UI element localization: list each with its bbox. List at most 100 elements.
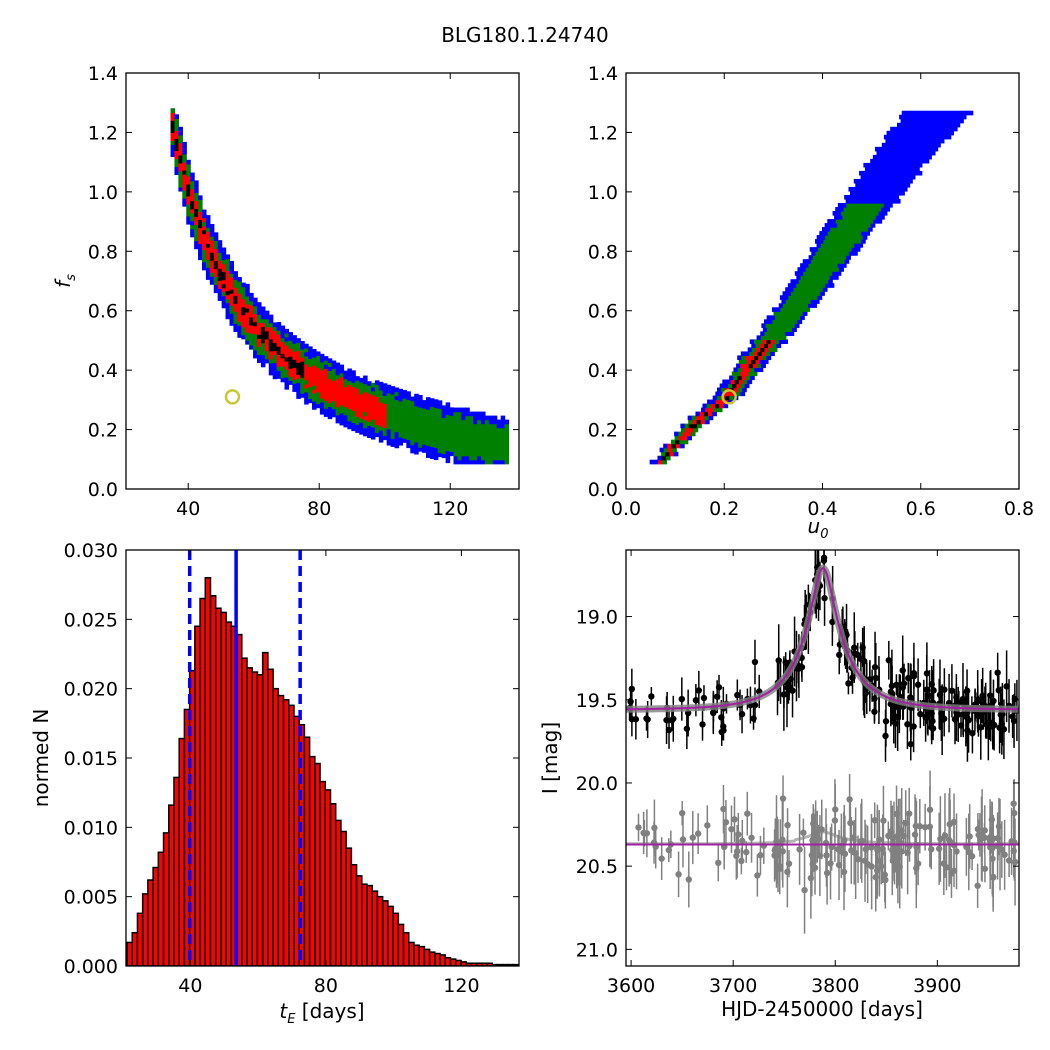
- heatmap-cell: [922, 110, 928, 116]
- x-tick-label: 0.4: [807, 498, 837, 520]
- heatmap-cell: [488, 423, 494, 429]
- heatmap-cell: [315, 383, 321, 389]
- heatmap-cell: [292, 351, 297, 356]
- heatmap-cell: [205, 223, 211, 228]
- heatmap-cell: [335, 418, 341, 424]
- heatmap-cell: [241, 330, 246, 336]
- heatmap-cell: [473, 439, 478, 445]
- heatmap-cell: [209, 280, 215, 285]
- heatmap-cell: [437, 408, 443, 413]
- heatmap-cell: [241, 326, 246, 332]
- heatmap-cell: [782, 291, 788, 296]
- heatmap-cell: [249, 320, 254, 326]
- heatmap-cell: [895, 146, 901, 152]
- data-point: [871, 817, 878, 824]
- heatmap-cell: [887, 146, 893, 152]
- heatmap-cell: [465, 411, 470, 417]
- heatmap-cell: [872, 207, 878, 212]
- histogram-bar: [319, 780, 327, 966]
- heatmap-cell: [374, 412, 380, 418]
- heatmap-cell: [866, 190, 872, 196]
- data-point: [632, 716, 640, 723]
- heatmap-cell: [178, 186, 183, 192]
- heatmap-cell: [836, 251, 842, 256]
- heatmap-cell: [504, 427, 510, 433]
- heatmap-cell: [921, 118, 927, 124]
- heatmap-cell: [229, 285, 235, 290]
- heatmap-cell: [205, 215, 211, 220]
- heatmap-cell: [835, 239, 841, 244]
- heatmap-cell: [940, 114, 946, 120]
- data-point: [1010, 800, 1017, 807]
- heatmap-cell: [688, 423, 694, 429]
- heatmap-cell: [205, 219, 211, 224]
- heatmap-cell: [904, 146, 909, 152]
- heatmap-cell: [335, 410, 341, 416]
- data-point: [911, 831, 919, 838]
- heatmap-cell: [280, 341, 286, 347]
- heatmap-cell: [178, 154, 183, 160]
- heatmap-cell: [449, 427, 455, 433]
- heatmap-cell: [848, 186, 854, 192]
- heatmap-cell: [339, 396, 345, 402]
- heatmap-cell: [201, 245, 207, 251]
- heatmap-cell: [398, 412, 404, 418]
- heatmap-cell: [864, 166, 870, 172]
- heatmap-cell: [288, 380, 293, 385]
- heatmap-cell: [906, 154, 912, 160]
- heatmap-cell: [795, 291, 800, 296]
- heatmap-cell: [496, 451, 502, 457]
- heatmap-cell: [669, 451, 675, 457]
- heatmap-cell: [968, 110, 974, 116]
- heatmap-cell: [201, 237, 207, 243]
- heatmap-cell: [410, 444, 415, 450]
- heatmap-cell: [854, 190, 859, 196]
- heatmap-cell: [186, 171, 191, 177]
- heatmap-cell: [241, 318, 246, 324]
- histogram-bar: [261, 651, 269, 966]
- heatmap-cell: [843, 247, 848, 252]
- heatmap-cell: [865, 211, 871, 216]
- data-point: [963, 687, 971, 695]
- heatmap-cell: [268, 354, 274, 360]
- heatmap-cell: [205, 251, 211, 256]
- heatmap-cell: [837, 203, 843, 208]
- heatmap-cell: [347, 388, 352, 394]
- heatmap-cell: [233, 319, 238, 324]
- histogram-bar: [408, 941, 415, 966]
- heatmap-cell: [449, 419, 455, 424]
- heatmap-cell: [284, 328, 290, 334]
- heatmap-cell: [743, 379, 748, 385]
- heatmap-cell: [339, 404, 345, 410]
- heatmap-cell: [205, 255, 211, 260]
- heatmap-cell: [888, 170, 894, 176]
- heatmap-cell: [406, 435, 411, 441]
- heatmap-cell: [898, 142, 904, 148]
- heatmap-cell: [264, 354, 270, 360]
- heatmap-cell: [178, 134, 183, 140]
- heatmap-cell: [492, 419, 498, 425]
- heatmap-cell: [233, 323, 238, 328]
- heatmap-cell: [824, 271, 829, 276]
- heatmap-cell: [174, 150, 179, 156]
- heatmap-cell: [928, 130, 934, 136]
- histogram-bar: [204, 576, 212, 966]
- heatmap-cell: [445, 450, 451, 456]
- heatmap-cell: [888, 162, 894, 168]
- heatmap-cell: [445, 410, 451, 416]
- x-tick-label: 40: [176, 498, 200, 520]
- heatmap-cell: [367, 433, 372, 438]
- heatmap-cell: [300, 385, 305, 390]
- heatmap-cell: [878, 158, 884, 164]
- heatmap-cell: [799, 291, 805, 296]
- heatmap-cell: [233, 295, 238, 300]
- heatmap-cell: [370, 398, 376, 404]
- heatmap-cell: [186, 191, 191, 197]
- histogram-bar: [392, 912, 400, 966]
- heatmap-cell: [792, 307, 798, 312]
- heatmap-cell: [657, 455, 663, 461]
- heatmap-cell: [704, 415, 710, 421]
- heatmap-cell: [849, 190, 855, 196]
- heatmap-cell: [343, 382, 348, 388]
- heatmap-cell: [926, 110, 932, 116]
